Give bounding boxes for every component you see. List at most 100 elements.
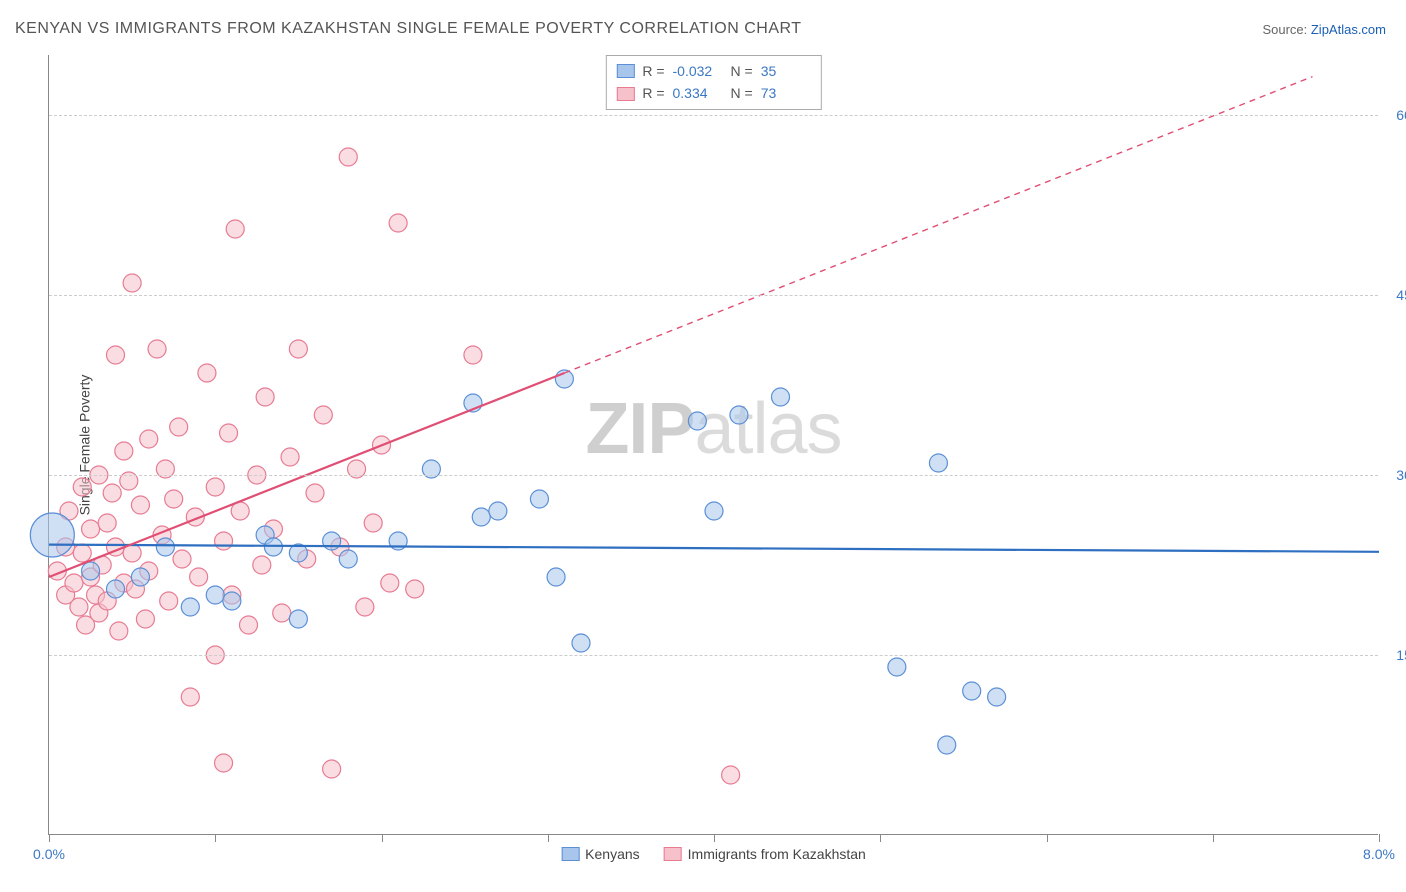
ytick-label: 60.0% [1396, 107, 1406, 123]
data-point [389, 214, 407, 232]
xtick [548, 834, 549, 842]
data-point [264, 538, 282, 556]
data-point [131, 568, 149, 586]
data-point [364, 514, 382, 532]
xtick [382, 834, 383, 842]
gridline-h [49, 115, 1378, 116]
data-point [110, 622, 128, 640]
data-point [722, 766, 740, 784]
data-point [472, 508, 490, 526]
data-point [190, 568, 208, 586]
data-point [82, 520, 100, 538]
data-point [314, 406, 332, 424]
xtick [880, 834, 881, 842]
legend-bottom-label-0: Kenyans [585, 846, 639, 862]
legend-swatch-1 [616, 87, 634, 101]
source-link[interactable]: ZipAtlas.com [1311, 22, 1386, 37]
gridline-h [49, 655, 1378, 656]
data-point [489, 502, 507, 520]
data-point [289, 340, 307, 358]
data-point [705, 502, 723, 520]
data-point [339, 148, 357, 166]
legend-stats-row-1: R = 0.334 N = 73 [616, 82, 810, 104]
r-label-0: R = [642, 60, 664, 82]
legend-bottom-item-0: Kenyans [561, 846, 639, 862]
data-point [173, 550, 191, 568]
data-point [206, 586, 224, 604]
data-point [107, 346, 125, 364]
r-value-0: -0.032 [673, 60, 723, 82]
data-point [73, 544, 91, 562]
data-point [289, 610, 307, 628]
data-point [115, 442, 133, 460]
data-point [240, 616, 258, 634]
data-point [107, 580, 125, 598]
data-point [170, 418, 188, 436]
data-point [963, 682, 981, 700]
legend-bottom-item-1: Immigrants from Kazakhstan [664, 846, 866, 862]
data-point [339, 550, 357, 568]
xtick [1047, 834, 1048, 842]
data-point [688, 412, 706, 430]
source-attribution: Source: ZipAtlas.com [1262, 22, 1386, 37]
gridline-h [49, 475, 1378, 476]
n-value-1: 73 [761, 82, 811, 104]
data-point [226, 220, 244, 238]
data-point [70, 598, 88, 616]
trend-line-kenyans [49, 545, 1379, 552]
legend-bottom-swatch-1 [664, 847, 682, 861]
data-point [148, 340, 166, 358]
data-point [65, 574, 83, 592]
source-label: Source: [1262, 22, 1310, 37]
data-point [215, 754, 233, 772]
data-point [306, 484, 324, 502]
data-point [730, 406, 748, 424]
legend-bottom: Kenyans Immigrants from Kazakhstan [561, 846, 866, 862]
data-point [82, 562, 100, 580]
data-point [160, 592, 178, 610]
data-point [938, 736, 956, 754]
data-point [572, 634, 590, 652]
data-point [165, 490, 183, 508]
data-point [530, 490, 548, 508]
data-point [381, 574, 399, 592]
data-point [223, 592, 241, 610]
data-point [988, 688, 1006, 706]
legend-stats-row-0: R = -0.032 N = 35 [616, 60, 810, 82]
xtick [1379, 834, 1380, 842]
trend-line-kazakhstan-dashed [564, 77, 1312, 373]
chart-title: KENYAN VS IMMIGRANTS FROM KAZAKHSTAN SIN… [15, 20, 802, 38]
xtick-label: 8.0% [1363, 846, 1395, 862]
data-point [356, 598, 374, 616]
data-point [929, 454, 947, 472]
ytick-label: 45.0% [1396, 287, 1406, 303]
data-point [156, 538, 174, 556]
ytick-label: 30.0% [1396, 467, 1406, 483]
ytick-label: 15.0% [1396, 647, 1406, 663]
legend-swatch-0 [616, 64, 634, 78]
xtick [49, 834, 50, 842]
data-point [406, 580, 424, 598]
xtick [714, 834, 715, 842]
n-label-1: N = [731, 82, 753, 104]
data-point [464, 346, 482, 364]
data-point [220, 424, 238, 442]
data-point [140, 430, 158, 448]
data-point [131, 496, 149, 514]
data-point [181, 598, 199, 616]
gridline-h [49, 295, 1378, 296]
data-point [772, 388, 790, 406]
xtick [215, 834, 216, 842]
data-point [206, 478, 224, 496]
data-point [73, 478, 91, 496]
chart-svg [49, 55, 1378, 834]
data-point [136, 610, 154, 628]
data-point [181, 688, 199, 706]
data-point [547, 568, 565, 586]
legend-bottom-swatch-0 [561, 847, 579, 861]
data-point [103, 484, 121, 502]
data-point [98, 514, 116, 532]
r-value-1: 0.334 [673, 82, 723, 104]
data-point [281, 448, 299, 466]
data-point [273, 604, 291, 622]
